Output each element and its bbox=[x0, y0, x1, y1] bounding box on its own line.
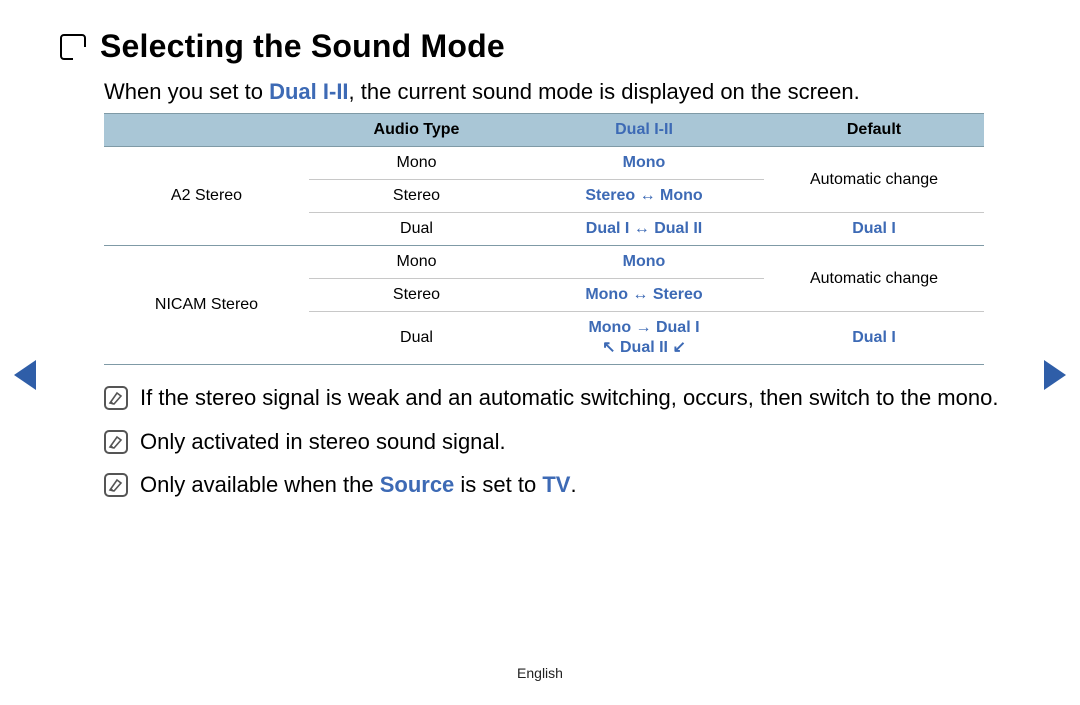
cell-group-a2: A2 Stereo bbox=[104, 147, 309, 246]
note3-tv: TV bbox=[542, 472, 570, 497]
notes: If the stereo signal is weak and an auto… bbox=[104, 383, 1020, 500]
cell-audio: Stereo bbox=[309, 279, 524, 312]
cell-dual-line1: Mono → Dual I bbox=[532, 319, 756, 337]
table-row: A2 Stereo Mono Mono Automatic change bbox=[104, 147, 984, 180]
th-blank bbox=[104, 114, 309, 147]
note3-mid: is set to bbox=[454, 472, 542, 497]
cell-default: Dual I bbox=[764, 312, 984, 365]
section-bullet-icon bbox=[60, 34, 86, 60]
note-icon bbox=[104, 386, 128, 410]
cell-dual-line2: ↖ Dual II ↙ bbox=[532, 337, 756, 357]
sound-mode-table: Audio Type Dual I-II Default A2 Stereo M… bbox=[104, 113, 984, 365]
cell-default: Automatic change bbox=[764, 246, 984, 312]
note3-pre: Only available when the bbox=[140, 472, 380, 497]
cell-dual-text: Mono bbox=[623, 154, 666, 171]
page: Selecting the Sound Mode When you set to… bbox=[0, 0, 1080, 705]
table-row: NICAM Stereo Mono Mono Automatic change bbox=[104, 246, 984, 279]
cell-audio: Stereo bbox=[309, 180, 524, 213]
cell-default: Dual I bbox=[764, 213, 984, 246]
cell-dual-text: Mono bbox=[623, 253, 666, 270]
cell-audio: Mono bbox=[309, 246, 524, 279]
table-header-row: Audio Type Dual I-II Default bbox=[104, 114, 984, 147]
page-title: Selecting the Sound Mode bbox=[100, 28, 505, 65]
note-text: Only activated in stereo sound signal. bbox=[140, 427, 506, 457]
note-row: Only available when the Source is set to… bbox=[104, 470, 1020, 500]
cell-default: Automatic change bbox=[764, 147, 984, 213]
note-icon bbox=[104, 430, 128, 454]
cell-audio: Mono bbox=[309, 147, 524, 180]
th-dual: Dual I-II bbox=[524, 114, 764, 147]
cell-audio: Dual bbox=[309, 312, 524, 365]
prev-page-arrow-icon[interactable] bbox=[14, 360, 36, 390]
cell-dual: Mono bbox=[524, 246, 764, 279]
cell-dual-text: Dual I ↔ Dual II bbox=[586, 220, 702, 237]
intro-pre: When you set to bbox=[104, 79, 269, 104]
intro-keyword: Dual I-II bbox=[269, 79, 348, 104]
intro-post: , the current sound mode is displayed on… bbox=[349, 79, 860, 104]
note-icon bbox=[104, 473, 128, 497]
cell-default-text: Dual I bbox=[852, 220, 896, 237]
cell-default-text: Dual I bbox=[852, 329, 896, 346]
note-text: Only available when the Source is set to… bbox=[140, 470, 577, 500]
th-audio-type: Audio Type bbox=[309, 114, 524, 147]
note3-post: . bbox=[570, 472, 576, 497]
footer-language: English bbox=[0, 665, 1080, 681]
cell-dual-text: Mono ↔ Stereo bbox=[585, 286, 702, 303]
cell-dual-text: Stereo ↔ Mono bbox=[585, 187, 702, 204]
cell-audio: Dual bbox=[309, 213, 524, 246]
cell-dual: Dual I ↔ Dual II bbox=[524, 213, 764, 246]
cell-dual: Mono → Dual I ↖ Dual II ↙ bbox=[524, 312, 764, 365]
note-text: If the stereo signal is weak and an auto… bbox=[140, 383, 998, 413]
note-row: Only activated in stereo sound signal. bbox=[104, 427, 1020, 457]
cell-dual: Mono ↔ Stereo bbox=[524, 279, 764, 312]
note3-source: Source bbox=[380, 472, 455, 497]
th-default: Default bbox=[764, 114, 984, 147]
intro-text: When you set to Dual I-II, the current s… bbox=[104, 79, 1020, 105]
cell-dual: Mono bbox=[524, 147, 764, 180]
next-page-arrow-icon[interactable] bbox=[1044, 360, 1066, 390]
note-row: If the stereo signal is weak and an auto… bbox=[104, 383, 1020, 413]
cell-group-nicam: NICAM Stereo bbox=[104, 246, 309, 365]
title-row: Selecting the Sound Mode bbox=[60, 28, 1020, 65]
cell-dual: Stereo ↔ Mono bbox=[524, 180, 764, 213]
th-dual-text: Dual I-II bbox=[615, 121, 673, 138]
